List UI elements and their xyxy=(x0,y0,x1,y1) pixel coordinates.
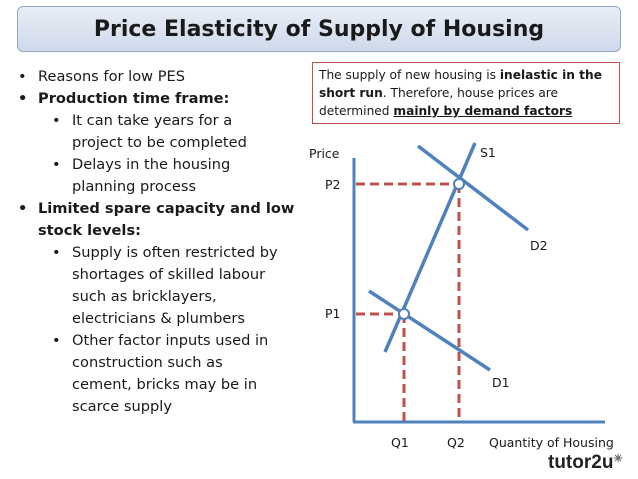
demand-label-d1: D1 xyxy=(492,375,510,390)
y-axis-label: Price xyxy=(309,146,340,161)
slide-title: Price Elasticity of Supply of Housing xyxy=(17,6,621,52)
equilibrium-point-1 xyxy=(398,308,410,320)
bullet-text: Production time frame: xyxy=(38,90,230,107)
bullet-line: • It can take years for a xyxy=(12,110,312,132)
bullet-line: • Limited spare capacity and low xyxy=(12,198,312,220)
equilibrium-point-2 xyxy=(453,178,465,190)
bullet-dot-icon: • xyxy=(18,90,28,107)
bullet-dot-icon: • xyxy=(52,332,61,349)
demand-curve-d1 xyxy=(368,289,491,372)
bullet-line: stock levels: xyxy=(12,220,312,242)
bullet-text: It can take years for a xyxy=(72,112,233,129)
bullet-text: shortages of skilled labour xyxy=(72,266,266,283)
bullet-text: cement, bricks may be in xyxy=(72,376,258,393)
demand-label-d2: D2 xyxy=(530,238,548,253)
note-text-2: . Therefore, house prices are determined xyxy=(319,86,559,118)
bullet-text: such as bricklayers, xyxy=(72,288,217,305)
note-text-1: The supply of new housing is xyxy=(319,68,500,82)
tutor2u-logo: tutor2u✳ xyxy=(548,452,623,474)
supply-label-s1: S1 xyxy=(480,145,496,160)
note-box: The supply of new housing is inelastic i… xyxy=(312,62,620,124)
bullet-text: Delays in the housing xyxy=(72,156,231,173)
note-text-bold: inelastic in the short run xyxy=(319,68,602,100)
bullet-text: electricians & plumbers xyxy=(72,310,245,327)
bullet-line: • Other factor inputs used in xyxy=(12,330,312,352)
quantity-label-q2: Q2 xyxy=(447,435,465,450)
logo-text: tutor2u xyxy=(548,452,614,473)
bullet-text: planning process xyxy=(72,178,197,195)
bullet-line: • Production time frame: xyxy=(12,88,312,110)
note-text-bold-underline: mainly by demand factors xyxy=(393,104,573,118)
bullet-list: • Reasons for low PES • Production time fra… xyxy=(12,66,312,418)
bullet-dot-icon: • xyxy=(18,68,27,85)
bullet-line: construction such as xyxy=(12,352,312,374)
bullet-text: Other factor inputs used in xyxy=(72,332,269,349)
price-label-p2: P2 xyxy=(325,177,341,192)
bullet-text: construction such as xyxy=(72,354,223,371)
bullet-line: • Supply is often restricted by xyxy=(12,242,312,264)
x-axis-label: Quantity of Housing xyxy=(489,435,614,450)
bullet-text: Limited spare capacity and low xyxy=(38,200,295,217)
bullet-dot-icon: • xyxy=(52,156,61,173)
demand-curve-d2 xyxy=(416,144,530,232)
bullet-text: Supply is often restricted by xyxy=(72,244,278,261)
bullet-dot-icon: • xyxy=(18,200,28,217)
price-label-p1: P1 xyxy=(325,306,341,321)
bullet-text: scarce supply xyxy=(72,398,172,415)
supply-curve-s1 xyxy=(383,142,477,353)
bullet-line: • Reasons for low PES xyxy=(12,66,312,88)
bullet-dot-icon: • xyxy=(52,244,61,261)
slide-title-text: Price Elasticity of Supply of Housing xyxy=(93,16,545,42)
bullet-line: • Delays in the housing xyxy=(12,154,312,176)
bullet-text: stock levels: xyxy=(38,222,141,239)
bullet-line: scarce supply xyxy=(12,396,312,418)
logo-spark-icon: ✳ xyxy=(613,453,623,465)
bullet-line: such as bricklayers, xyxy=(12,286,312,308)
bullet-line: cement, bricks may be in xyxy=(12,374,312,396)
bullet-line: project to be completed xyxy=(12,132,312,154)
quantity-label-q1: Q1 xyxy=(391,435,409,450)
bullet-line: shortages of skilled labour xyxy=(12,264,312,286)
bullet-line: planning process xyxy=(12,176,312,198)
bullet-dot-icon: • xyxy=(52,112,61,129)
bullet-text: Reasons for low PES xyxy=(38,68,185,85)
bullet-line: electricians & plumbers xyxy=(12,308,312,330)
bullet-text: project to be completed xyxy=(72,134,247,151)
